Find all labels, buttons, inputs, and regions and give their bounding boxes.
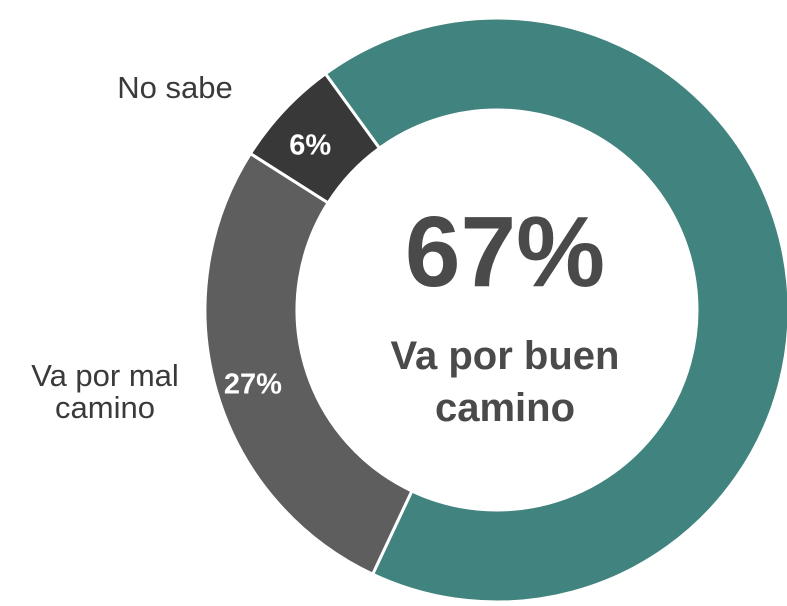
- center-value: 67%: [404, 196, 606, 308]
- segment-value-label: 6%: [289, 129, 332, 162]
- donut-segment: [323, 16, 787, 604]
- segment-category-label: No sabe: [117, 70, 233, 105]
- donut-segment: [203, 151, 414, 577]
- center-category: Va por buen camino: [390, 334, 620, 430]
- segment-category-label: Va por mal camino: [31, 358, 179, 425]
- segment-value-label: 27%: [223, 368, 282, 401]
- donut-segment: [248, 71, 382, 205]
